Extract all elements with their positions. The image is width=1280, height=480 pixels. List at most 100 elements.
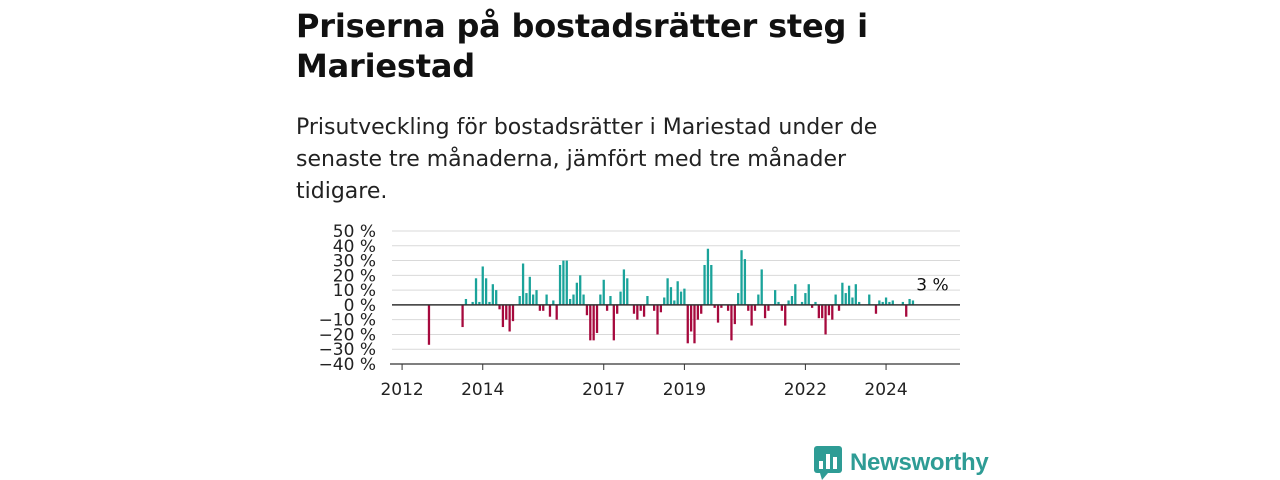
bar <box>535 290 538 305</box>
y-tick-label: −20 % <box>319 325 376 345</box>
bar <box>612 304 615 341</box>
y-tick-label: −40 % <box>319 355 376 375</box>
bar <box>740 250 743 305</box>
bar <box>653 304 656 311</box>
x-tick-label: 2017 <box>582 380 625 400</box>
bar <box>774 290 777 305</box>
y-tick-label: 40 % <box>333 237 376 257</box>
bar <box>605 304 609 311</box>
x-tick-label: 2012 <box>380 380 423 400</box>
page-subtitle: Prisutveckling för bostadsrätter i Marie… <box>296 115 878 204</box>
bar <box>743 259 747 305</box>
bar <box>878 300 881 305</box>
bar <box>710 264 713 305</box>
bar <box>532 294 535 305</box>
newsworthy-logo-icon <box>814 446 842 480</box>
bar <box>552 300 555 305</box>
bar <box>619 291 622 305</box>
bar <box>908 298 911 305</box>
bar <box>565 260 568 305</box>
y-tick-label: 30 % <box>333 252 376 272</box>
bar <box>834 294 837 305</box>
bar <box>844 293 847 305</box>
x-tick-label: 2019 <box>663 380 706 400</box>
bar <box>659 304 663 313</box>
bar <box>726 304 730 311</box>
bar <box>858 301 861 305</box>
bar <box>854 284 857 305</box>
bar <box>689 304 693 332</box>
bar <box>636 304 639 320</box>
bar <box>753 304 757 311</box>
bar <box>750 304 753 326</box>
bar <box>787 300 790 305</box>
bar <box>646 296 649 305</box>
bar <box>548 304 552 317</box>
bar <box>713 304 716 308</box>
bar <box>777 301 780 305</box>
bar <box>817 304 820 319</box>
bar <box>579 275 582 305</box>
bar <box>488 301 491 305</box>
bar <box>874 304 878 314</box>
bar <box>911 300 915 305</box>
page-title: Priserna på bostadsrätter steg i Mariest… <box>296 7 868 85</box>
bar <box>599 294 602 305</box>
bar <box>521 263 525 305</box>
x-tick-label: 2024 <box>864 380 907 400</box>
bar <box>491 284 494 305</box>
bar <box>595 304 599 333</box>
bar <box>478 301 481 305</box>
bar <box>747 304 750 311</box>
bar <box>525 293 528 305</box>
brand-name: Newsworthy <box>850 449 989 476</box>
bar <box>700 304 703 314</box>
bar <box>471 301 474 305</box>
bar <box>807 284 810 305</box>
bar <box>528 276 531 305</box>
bar <box>538 304 542 311</box>
bar <box>505 304 508 320</box>
bar <box>673 300 676 305</box>
brand-logo[interactable]: Newsworthy <box>814 446 989 480</box>
bar <box>716 304 720 323</box>
bar <box>780 304 784 311</box>
bar <box>686 304 689 344</box>
bar <box>663 297 666 305</box>
bar <box>676 281 679 305</box>
bar <box>558 264 562 305</box>
bar <box>511 304 515 322</box>
bar <box>572 294 575 305</box>
bar <box>495 290 498 305</box>
bar <box>851 297 854 305</box>
bar <box>589 304 592 341</box>
bar <box>632 304 636 314</box>
bar <box>666 278 669 305</box>
bar <box>891 300 894 305</box>
bar <box>810 304 814 308</box>
bar <box>518 296 521 305</box>
bar <box>609 296 612 305</box>
bar <box>639 304 642 311</box>
bar <box>642 304 646 317</box>
bar <box>585 304 589 316</box>
bar <box>656 304 659 335</box>
bar <box>837 304 841 311</box>
bar <box>757 294 760 305</box>
bar <box>461 304 464 328</box>
bar <box>888 301 891 305</box>
bar <box>763 304 767 319</box>
y-tick-label: 20 % <box>333 266 376 286</box>
bar <box>508 304 511 332</box>
y-tick-label: −10 % <box>319 311 376 331</box>
bar <box>821 304 824 319</box>
bar <box>720 304 723 308</box>
bar <box>693 304 696 344</box>
bar <box>794 284 797 305</box>
y-tick-label: −30 % <box>319 340 376 360</box>
bar <box>622 269 626 305</box>
bar <box>841 282 844 305</box>
bar <box>804 293 807 305</box>
bar <box>733 304 736 325</box>
